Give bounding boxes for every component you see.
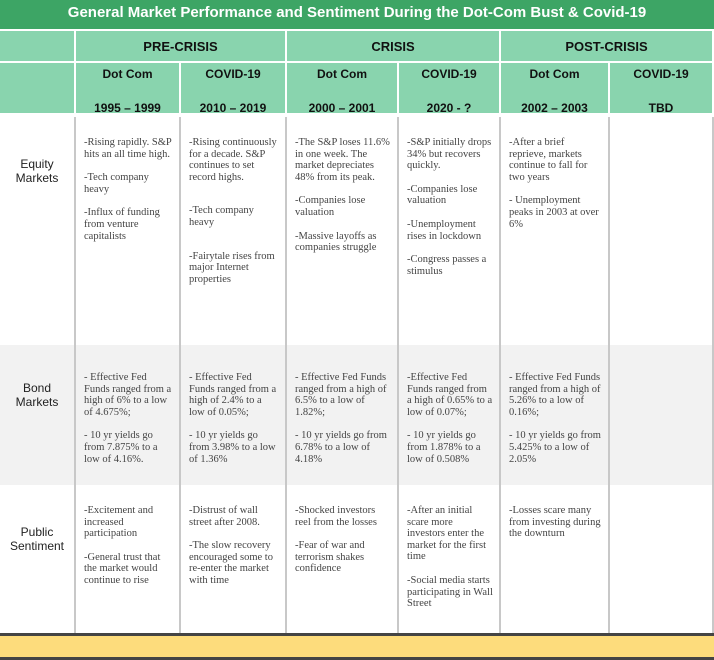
cell-bullet: -Social media starts participating in Wa… [407, 574, 493, 610]
column-years: 2002 – 2003 [521, 101, 588, 115]
cell-bullet: - Effective Fed Funds ranged from a high… [509, 372, 601, 418]
cell-bullet: -Losses scare many from investing during… [509, 505, 601, 540]
table-cell: -After a brief reprieve, markets continu… [501, 117, 610, 345]
table-title: General Market Performance and Sentiment… [0, 0, 714, 29]
cell-bullet: - 10 yr yields go from 1.878% to a low o… [407, 430, 481, 465]
table-cell [610, 117, 714, 345]
cell-bullet: -Massive layoffs as companies struggle [295, 230, 377, 254]
cell-bullet: - Unemployment peaks in 2003 at over 6% [509, 195, 599, 230]
column-name: Dot Com [102, 67, 153, 81]
cell-bullet: -Tech company heavy [189, 205, 254, 228]
cell-bullet: - 10 yr yields go from 3.98% to a low of… [189, 430, 276, 465]
column-header: Dot Com 1995 – 1999 [76, 63, 181, 115]
header-corner [0, 31, 76, 63]
column-header: COVID-19 2010 – 2019 [181, 63, 287, 115]
cell-bullet: -The S&P loses 11.6% in one week. The ma… [295, 137, 390, 183]
cell-bullet: -Congress passes a stimulus [407, 254, 487, 277]
table-cell: -After an initial scare more investors e… [399, 485, 501, 633]
cell-bullet: - 10 yr yields go from 7.875% to a low o… [84, 430, 158, 465]
table-cell: - Effective Fed Funds ranged from a high… [76, 345, 181, 485]
cell-bullet: -S&P initially drops 34% but recovers qu… [407, 137, 492, 172]
table-cell [610, 345, 714, 485]
table-cell: -Rising continuously for a decade. S&P c… [181, 117, 287, 345]
column-name: COVID-19 [633, 67, 689, 81]
row-label: Equity Markets [0, 117, 76, 345]
column-header: Dot Com 2002 – 2003 [501, 63, 610, 115]
cell-bullet: -Companies lose valuation [295, 195, 366, 218]
cell-bullet: -Companies lose valuation [407, 183, 478, 207]
column-years: 1995 – 1999 [94, 101, 161, 115]
table-cell: - Effective Fed Funds ranged from a high… [501, 345, 610, 485]
cell-bullet: -After a brief reprieve, markets continu… [509, 137, 588, 183]
column-name: COVID-19 [205, 67, 261, 81]
table-cell: -The S&P loses 11.6% in one week. The ma… [287, 117, 399, 345]
cell-bullet: -After an initial scare more investors e… [407, 505, 487, 563]
group-header-pre-crisis: PRE-CRISIS [76, 31, 287, 63]
column-header: COVID-19 2020 - ? [399, 63, 501, 115]
footer-bar [0, 633, 714, 660]
column-years: 2010 – 2019 [199, 101, 267, 115]
table-cell: -Distrust of wall street after 2008. -The… [181, 485, 287, 633]
cell-bullet: -Excitement and increased participation [84, 505, 154, 540]
row-label: Bond Markets [0, 345, 76, 485]
column-name: Dot Com [317, 67, 367, 81]
table-cell: - Effective Fed Funds ranged from a high… [287, 345, 399, 485]
cell-bullet: -Rising rapidly. S&P hits an all time hi… [84, 137, 172, 160]
table-cell: -Effective Fed Funds ranged from a high … [399, 345, 501, 485]
column-years: TBD [648, 101, 674, 115]
group-header-crisis: CRISIS [287, 31, 501, 63]
column-years: 2020 - ? [426, 101, 472, 115]
table-cell: -Shocked investors reel from the losses -… [287, 485, 399, 633]
table-cell: -Rising rapidly. S&P hits an all time hi… [76, 117, 181, 345]
cell-bullet: -Fairytale rises from major Internet pro… [189, 250, 275, 285]
cell-bullet: -Fear of war and terrorism shakes confid… [295, 540, 365, 575]
cell-bullet: -Influx of funding from venture capitali… [84, 207, 160, 242]
table-cell [610, 485, 714, 633]
cell-bullet: -Tech company heavy [84, 172, 149, 195]
cell-bullet: - 10 yr yields go from 5.425% to a low o… [509, 430, 601, 465]
cell-bullet: - Effective Fed Funds ranged from a high… [84, 372, 172, 418]
group-header-post-crisis: POST-CRISIS [501, 31, 714, 63]
column-years: 2000 – 2001 [308, 101, 376, 115]
column-header: COVID-19 TBD [610, 63, 714, 115]
cell-bullet: -Effective Fed Funds ranged from a high … [407, 372, 493, 418]
cell-bullet: -Shocked investors reel from the losses [295, 505, 377, 528]
cell-bullet: -General trust that the market would con… [84, 551, 161, 586]
column-name: COVID-19 [421, 67, 477, 81]
table-cell: -Losses scare many from investing during… [501, 485, 610, 633]
row-label: Public Sentiment [0, 485, 76, 633]
column-name: Dot Com [529, 67, 580, 81]
table-cell: - Effective Fed Funds ranged from a high… [181, 345, 287, 485]
header-corner-sub [0, 63, 76, 115]
cell-bullet: -Unemployment rises in lockdown [407, 218, 482, 242]
cell-bullet: - Effective Fed Funds ranged from a high… [295, 372, 387, 418]
table-cell: -S&P initially drops 34% but recovers qu… [399, 117, 501, 345]
cell-bullet: - Effective Fed Funds ranged from a high… [189, 372, 277, 418]
cell-bullet: -The slow recovery encouraged some to re… [189, 540, 273, 586]
column-header: Dot Com 2000 – 2001 [287, 63, 399, 115]
cell-bullet: - 10 yr yields go from 6.78% to a low of… [295, 430, 387, 465]
cell-bullet: -Distrust of wall street after 2008. [189, 505, 260, 528]
table-cell: -Excitement and increased participation -… [76, 485, 181, 633]
cell-bullet: -Rising continuously for a decade. S&P c… [189, 137, 277, 183]
